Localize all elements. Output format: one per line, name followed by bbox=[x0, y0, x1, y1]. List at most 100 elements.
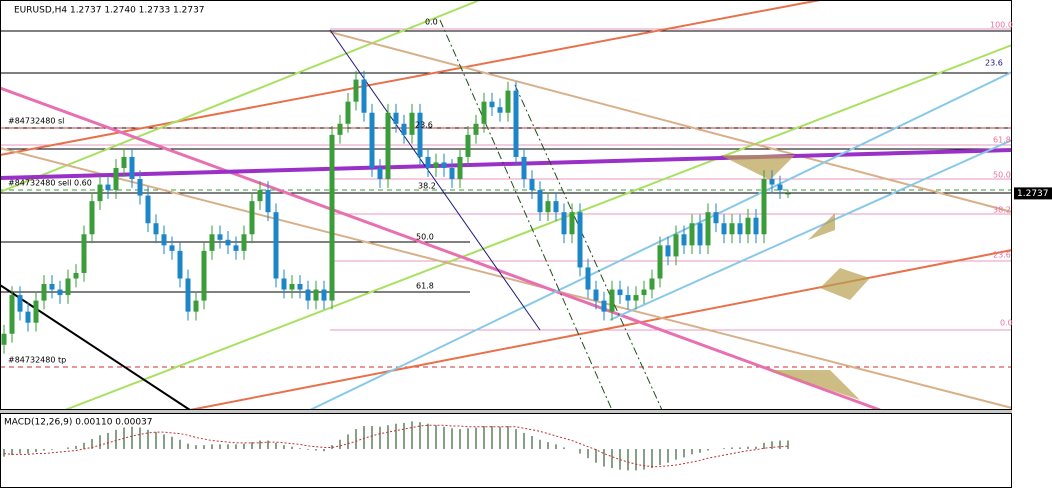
candle-body bbox=[393, 112, 399, 124]
candle-body bbox=[81, 234, 87, 273]
candle-body bbox=[641, 289, 647, 296]
pattern-marker bbox=[770, 370, 860, 400]
candle-body bbox=[673, 234, 679, 257]
candle-body bbox=[201, 250, 207, 301]
annotation: 0.0 bbox=[1000, 319, 1013, 328]
candle-body bbox=[145, 195, 151, 224]
candle-body bbox=[521, 156, 527, 180]
candle-body bbox=[137, 179, 143, 196]
candle-body bbox=[185, 278, 191, 312]
candle-body bbox=[25, 311, 31, 323]
candle-body bbox=[529, 179, 535, 191]
candle-body bbox=[593, 289, 599, 301]
candle-body bbox=[577, 212, 583, 268]
candle-body bbox=[313, 289, 319, 301]
macd-frame bbox=[0, 413, 1012, 488]
annotation: 61.8 bbox=[416, 282, 434, 291]
candle-body bbox=[785, 193, 791, 195]
candle-body bbox=[601, 300, 607, 312]
chart-title: EURUSD,H4 1.2737 1.2740 1.2733 1.2737 bbox=[14, 6, 205, 16]
candle-body bbox=[657, 245, 663, 279]
candle-body bbox=[65, 278, 71, 296]
candle-body bbox=[265, 190, 271, 213]
annotation: #84732480 sl bbox=[8, 117, 64, 126]
candle-body bbox=[209, 234, 215, 251]
candle-body bbox=[361, 79, 367, 113]
candle-body bbox=[177, 250, 183, 279]
main-frame bbox=[0, 0, 1012, 410]
current-price-tag bbox=[1014, 187, 1052, 200]
candle-body bbox=[617, 289, 623, 296]
candle-body bbox=[737, 223, 743, 235]
candle-body bbox=[585, 267, 591, 290]
candle-body bbox=[57, 289, 63, 296]
candle-body bbox=[105, 184, 111, 191]
candle-body bbox=[49, 284, 55, 290]
candle-body bbox=[609, 289, 615, 312]
candle-body bbox=[9, 295, 15, 334]
trendline bbox=[609, 139, 1013, 321]
annotation: #84732480 sell 0.60 bbox=[8, 179, 92, 188]
candle-body bbox=[17, 295, 23, 312]
candle-body bbox=[681, 234, 687, 246]
candle-body bbox=[753, 217, 759, 235]
candle-body bbox=[457, 156, 463, 180]
candle-body bbox=[249, 201, 255, 235]
candle-body bbox=[545, 201, 551, 213]
candle-body bbox=[321, 289, 327, 301]
candle-body bbox=[473, 123, 479, 135]
candle-body bbox=[481, 101, 487, 124]
candle-body bbox=[465, 134, 471, 157]
candle-body bbox=[73, 272, 79, 279]
candle-body bbox=[769, 179, 775, 185]
candle-body bbox=[97, 184, 103, 202]
annotation: 50.0 bbox=[993, 171, 1011, 180]
candle-body bbox=[241, 234, 247, 251]
candle-body bbox=[625, 295, 631, 301]
candle-body bbox=[377, 167, 383, 180]
candle-body bbox=[113, 167, 119, 191]
candle-body bbox=[417, 112, 423, 157]
macd-signal bbox=[3, 424, 789, 468]
candle-body bbox=[649, 278, 655, 290]
candle-body bbox=[153, 223, 159, 235]
candle-body bbox=[41, 284, 47, 301]
candle-body bbox=[193, 300, 199, 312]
pattern-marker bbox=[820, 268, 870, 300]
candle-body bbox=[745, 217, 751, 235]
trendline bbox=[0, 148, 1013, 180]
candle-body bbox=[369, 112, 375, 168]
candle-body bbox=[33, 300, 39, 323]
candle-body bbox=[345, 101, 351, 124]
candle-body bbox=[729, 223, 735, 235]
candle-body bbox=[129, 156, 135, 180]
candle-body bbox=[561, 212, 567, 235]
trendline bbox=[0, 0, 481, 193]
annotation: 50.0 bbox=[416, 233, 434, 242]
annotation: 38.2 bbox=[418, 182, 436, 191]
current-price-label: 1.2737 bbox=[1017, 189, 1049, 199]
candle-body bbox=[697, 223, 703, 246]
annotation: 23.6 bbox=[993, 251, 1011, 260]
candle-body bbox=[121, 156, 127, 168]
annotation: 38.2 bbox=[993, 206, 1011, 215]
candle-body bbox=[273, 212, 279, 279]
annotation: 100.0 bbox=[990, 21, 1013, 30]
annotation: 61.8 bbox=[993, 136, 1011, 145]
trendline bbox=[0, 86, 881, 412]
candle-body bbox=[257, 190, 263, 202]
macd-title: MACD(12,26,9) 0.00110 0.00037 bbox=[4, 418, 153, 428]
candle-body bbox=[633, 295, 639, 301]
candle-body bbox=[353, 79, 359, 102]
candle-body bbox=[289, 284, 295, 290]
panel-separator bbox=[0, 410, 1012, 413]
candle-body bbox=[497, 107, 503, 113]
trendline bbox=[309, 71, 1013, 411]
annotation: 0.0 bbox=[425, 18, 438, 27]
trendline bbox=[189, 249, 1013, 411]
trendline bbox=[0, 147, 1013, 409]
candle-body bbox=[433, 162, 439, 168]
candle-body bbox=[1, 333, 7, 345]
